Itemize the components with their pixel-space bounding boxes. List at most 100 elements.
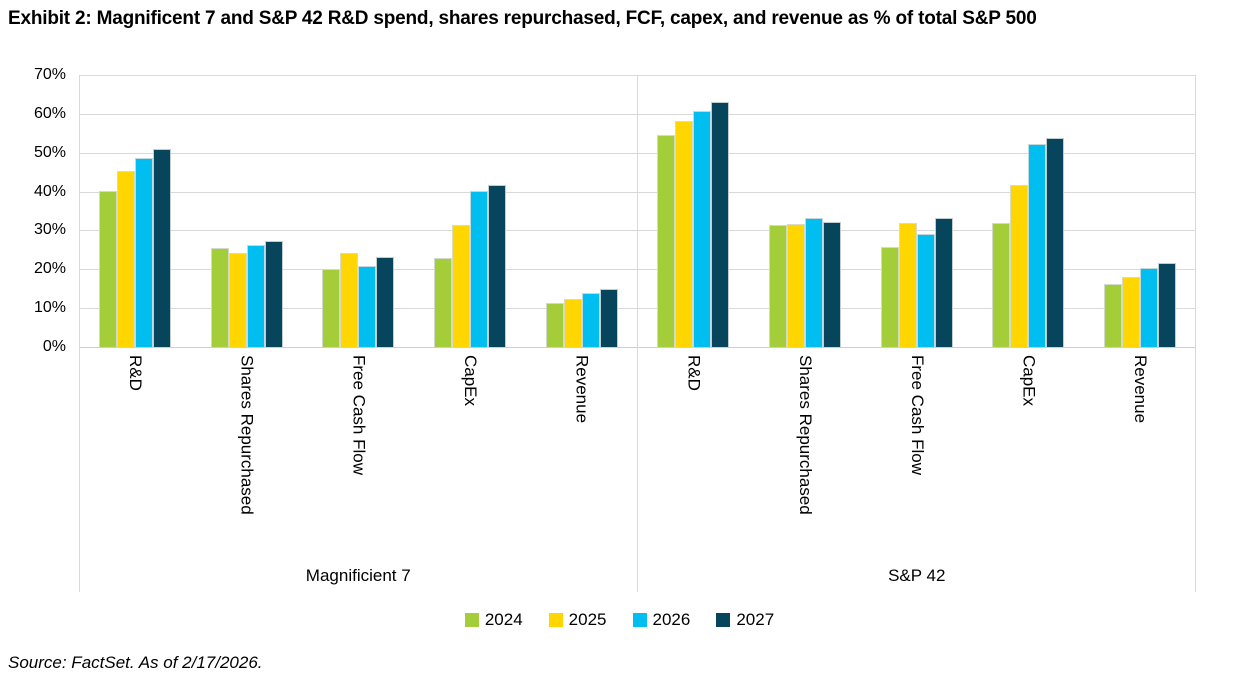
group-panel-sp42 [638, 75, 1197, 347]
category-label-text: Shares Repurchased [237, 355, 257, 515]
category-labels: R&D Shares Repurchased Free Cash Flow CapEx… [638, 355, 1197, 555]
category-labels: R&D Shares Repurchased Free Cash Flow CapEx… [79, 355, 638, 555]
legend-label: 2025 [568, 610, 607, 629]
category-label-text: Shares Repurchased [796, 355, 816, 515]
bar-2025-free-cash-flow [340, 253, 359, 347]
bar-2025-r-d [116, 171, 135, 347]
bar-2027-free-cash-flow [376, 256, 395, 347]
bar-2024-capex [992, 222, 1011, 347]
legend-item-2024: 2024 [464, 610, 523, 630]
bar-2024-r-d [98, 190, 117, 347]
group-label-sp42: S&P 42 [888, 566, 946, 585]
bar-2026-free-cash-flow [916, 234, 935, 347]
bar-2027-free-cash-flow [934, 218, 953, 347]
bar-2024-revenue [545, 302, 564, 347]
y-tick-label: 30% [33, 221, 66, 239]
category-label: Shares Repurchased [749, 355, 861, 555]
bar-2025-shares-repurchased [787, 224, 806, 347]
group-separator-line [1195, 75, 1196, 592]
category-label: Shares Repurchased [191, 355, 303, 555]
legend-item-2026: 2026 [632, 610, 691, 630]
category-label-text: Revenue [1131, 355, 1151, 424]
bar-2026-capex [469, 190, 488, 347]
legend: 2024 2025 2026 2027 [0, 610, 1239, 630]
category-label: R&D [79, 355, 191, 555]
bar-2027-revenue [599, 288, 618, 347]
bar-2025-revenue [1122, 276, 1141, 347]
y-tick-label: 0% [42, 338, 66, 355]
bar-2024-r-d [657, 135, 676, 347]
legend-swatch-icon [716, 613, 731, 627]
category-slot [1084, 75, 1196, 347]
bar-2024-revenue [1104, 283, 1123, 347]
bar-2026-free-cash-flow [358, 265, 377, 347]
bar-2027-shares-repurchased [823, 221, 842, 347]
bar-2027-capex [487, 185, 506, 347]
category-slot [414, 75, 526, 347]
bar-2026-revenue [1140, 268, 1159, 347]
legend-swatch-icon [548, 613, 563, 627]
bar-2025-free-cash-flow [898, 223, 917, 347]
y-tick-label: 40% [33, 182, 66, 200]
category-label: Revenue [526, 355, 638, 555]
y-tick-label: 10% [33, 299, 66, 317]
category-slot [79, 75, 191, 347]
bar-2027-revenue [1158, 262, 1177, 347]
group-separator-line [637, 75, 638, 592]
category-label: R&D [638, 355, 750, 555]
bar-2025-capex [451, 225, 470, 347]
category-slot [861, 75, 973, 347]
bar-2024-shares-repurchased [769, 225, 788, 347]
category-label-text: Free Cash Flow [907, 355, 927, 475]
legend-swatch-icon [632, 613, 647, 627]
category-label: CapEx [414, 355, 526, 555]
bar-2027-r-d [152, 148, 171, 347]
bar-2026-r-d [134, 158, 153, 347]
bar-2026-revenue [581, 293, 600, 347]
plot-area [79, 75, 1197, 592]
category-label-text: CapEx [1019, 355, 1039, 407]
group-separator-line [79, 75, 80, 592]
category-slot [191, 75, 303, 347]
category-label-text: Revenue [572, 355, 592, 424]
category-slot [302, 75, 414, 347]
bar-2026-shares-repurchased [246, 244, 265, 347]
bar-2025-capex [1010, 185, 1029, 347]
legend-label: 2024 [484, 610, 523, 629]
bar-2026-shares-repurchased [805, 218, 824, 347]
legend-item-2025: 2025 [548, 610, 607, 630]
y-tick-label: 70% [33, 66, 66, 83]
legend-item-2027: 2027 [716, 610, 774, 630]
y-tick-label: 20% [33, 260, 66, 278]
category-slot [638, 75, 750, 347]
category-label: Revenue [1084, 355, 1196, 555]
category-slot [749, 75, 861, 347]
category-label: CapEx [973, 355, 1085, 555]
legend-swatch-icon [464, 613, 479, 627]
bar-2026-capex [1028, 143, 1047, 347]
bar-2025-revenue [563, 298, 582, 347]
category-slot [973, 75, 1085, 347]
bar-2024-free-cash-flow [880, 247, 899, 347]
bar-2025-r-d [675, 120, 694, 347]
bar-2024-shares-repurchased [210, 247, 229, 347]
bar-2024-capex [433, 257, 452, 347]
category-label-text: R&D [125, 355, 145, 391]
bar-2025-shares-repurchased [228, 253, 247, 347]
bar-2024-free-cash-flow [322, 268, 341, 347]
legend-label: 2027 [736, 610, 775, 629]
category-label-text: R&D [684, 355, 704, 391]
category-slot [526, 75, 638, 347]
source-note: Source: FactSet. As of 2/17/2026. [8, 653, 263, 672]
chart-title: Exhibit 2: Magnificent 7 and S&P 42 R&D … [8, 8, 1037, 29]
legend-label: 2026 [652, 610, 691, 629]
bar-2027-shares-repurchased [264, 241, 283, 347]
category-label: Free Cash Flow [861, 355, 973, 555]
category-label: Free Cash Flow [302, 355, 414, 555]
y-tick-label: 60% [33, 104, 66, 122]
group-label-mag7: Magnificient 7 [305, 566, 411, 585]
category-label-text: Free Cash Flow [349, 355, 369, 475]
y-axis: 70% 60% 50% 40% 30% 20% 10% 0% [0, 66, 66, 355]
bar-2026-r-d [693, 111, 712, 347]
category-label-text: CapEx [460, 355, 480, 407]
